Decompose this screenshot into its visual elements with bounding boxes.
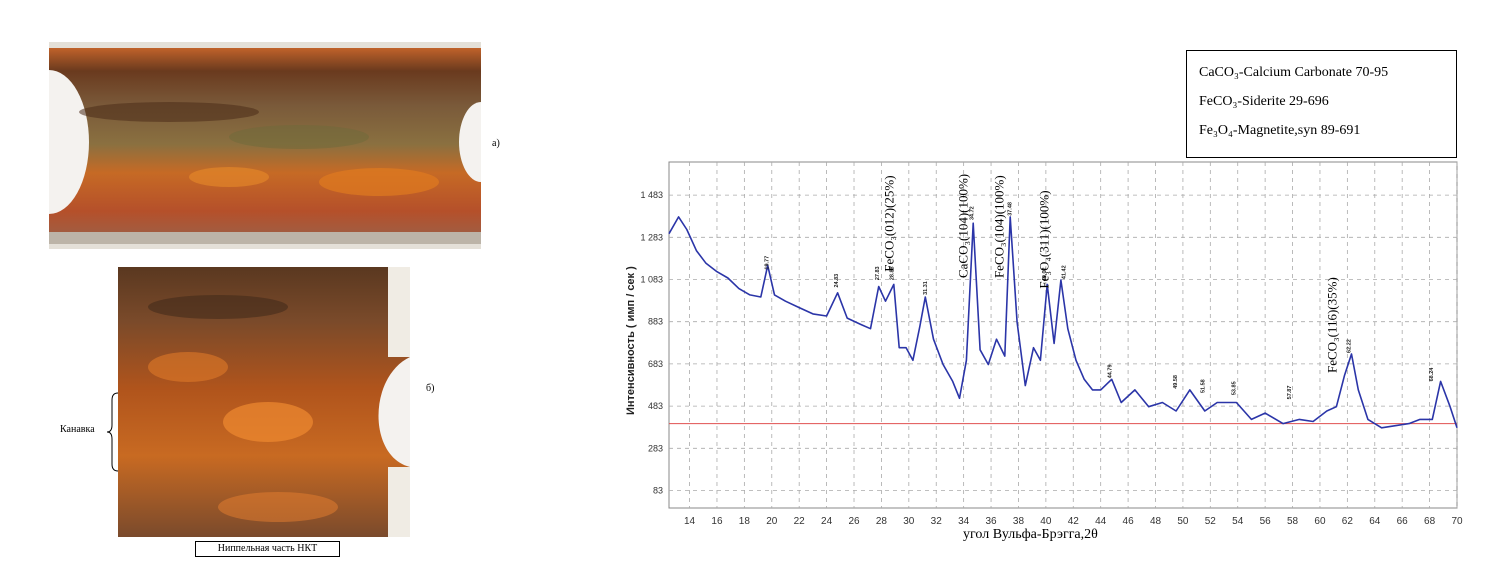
peak-label: 27.83 <box>875 266 881 280</box>
x-tick-label: 54 <box>1232 516 1244 527</box>
panel-b-label: б) <box>426 383 435 394</box>
y-tick-label: 1 283 <box>640 232 663 242</box>
peak-label: 53.85 <box>1232 381 1238 395</box>
peak-label: 28.88 <box>889 266 895 280</box>
x-tick-label: 60 <box>1314 516 1326 527</box>
x-tick-label: 26 <box>848 516 860 527</box>
x-tick-label: 30 <box>903 516 915 527</box>
x-tick-label: 46 <box>1123 516 1135 527</box>
x-tick-label: 24 <box>821 516 833 527</box>
x-tick-label: 64 <box>1369 516 1381 527</box>
y-axis-label: Интенсивность ( имп / сек ) <box>625 266 637 415</box>
panel-a-label: а) <box>492 138 500 149</box>
x-tick-label: 36 <box>985 516 997 527</box>
x-tick-label: 70 <box>1451 516 1463 527</box>
x-tick-label: 44 <box>1095 516 1107 527</box>
x-axis-label: угол Вульфа-Брэгга,2θ <box>963 527 1098 542</box>
x-tick-label: 62 <box>1342 516 1354 527</box>
peak-label: 34.72 <box>970 206 976 220</box>
x-tick-label: 58 <box>1287 516 1299 527</box>
x-tick-label: 42 <box>1068 516 1080 527</box>
xrd-chart-svg: 14 16 18 20 22 24 26 28 30 32 34 36 38 40 42 44 46 48 50 52… <box>625 161 1463 542</box>
y-tick-label: 83 <box>653 485 663 495</box>
x-tick-label: 28 <box>876 516 888 527</box>
phase-annotation: CaCO₃(104)(100%) <box>956 174 971 278</box>
peak-label: 62.22 <box>1346 339 1352 353</box>
peak-label: 41.42 <box>1061 265 1067 279</box>
phase-annotation: Fe₃O₄(311)(100%) <box>1037 190 1052 288</box>
x-tick-label: 66 <box>1397 516 1409 527</box>
phase-annotation: FeCO₃(116)(35%) <box>1324 277 1339 373</box>
peak-label: 68.24 <box>1429 367 1435 382</box>
pipe-photo-a <box>49 42 481 249</box>
legend-item-magnetite: Fe₃O₄-Magnetite,syn 89-691 <box>1199 123 1361 138</box>
y-tick-label: 683 <box>648 359 663 369</box>
peak-label: 24.83 <box>834 274 840 288</box>
x-tick-label: 34 <box>958 516 970 527</box>
phase-annotation: FeCO₃(012)(25%) <box>882 175 897 271</box>
legend-item-siderite: FeCO₃-Siderite 29-696 <box>1199 94 1329 109</box>
peak-label: 19.77 <box>765 256 771 270</box>
peak-label: 40.02 <box>1042 267 1048 281</box>
x-tick-label: 52 <box>1205 516 1217 527</box>
phase-annotation: FeCO₃(104)(100%) <box>991 175 1006 278</box>
peak-label: 57.87 <box>1287 386 1293 400</box>
x-tick-label: 56 <box>1260 516 1272 527</box>
photo-caption: Ниппельная часть НКТ <box>195 541 340 557</box>
chart-legend: CaCO₃-Calcium Carbonate 70-95 FeCO₃-Side… <box>1186 50 1457 158</box>
series-line-xrd <box>668 216 1458 429</box>
xrd-chart: 14 16 18 20 22 24 26 28 30 32 34 36 38 40 42 44 46 48 50 52… <box>618 150 1497 550</box>
x-tick-label: 20 <box>766 516 778 527</box>
x-tick-label: 68 <box>1424 516 1436 527</box>
x-tick-label: 40 <box>1040 516 1052 527</box>
legend-item-calcite: CaCO₃-Calcium Carbonate 70-95 <box>1199 65 1389 80</box>
peak-label: 44.79 <box>1108 364 1114 378</box>
groove-label: Канавка <box>60 424 95 435</box>
x-tick-label: 16 <box>711 516 723 527</box>
x-tick-label: 50 <box>1177 516 1189 527</box>
pipe-photo-b <box>118 267 410 537</box>
y-tick-label: 283 <box>648 443 663 453</box>
x-tick-label: 38 <box>1013 516 1025 527</box>
groove-brace <box>106 392 119 472</box>
peak-label: 37.48 <box>1007 202 1013 216</box>
y-tick-label: 883 <box>648 317 663 327</box>
plot-area <box>668 161 1458 509</box>
x-tick-label: 14 <box>684 516 696 527</box>
x-tick-label: 32 <box>931 516 943 527</box>
y-tick-label: 483 <box>648 401 663 411</box>
y-tick-label: 1 083 <box>640 275 663 285</box>
peak-label: 31.31 <box>923 281 929 295</box>
x-tick-label: 22 <box>794 516 806 527</box>
peak-label: 49.58 <box>1173 375 1179 389</box>
x-tick-label: 48 <box>1150 516 1162 527</box>
x-tick-label: 18 <box>739 516 751 527</box>
y-tick-label: 1 483 <box>640 190 663 200</box>
peak-label: 51.58 <box>1201 379 1207 393</box>
